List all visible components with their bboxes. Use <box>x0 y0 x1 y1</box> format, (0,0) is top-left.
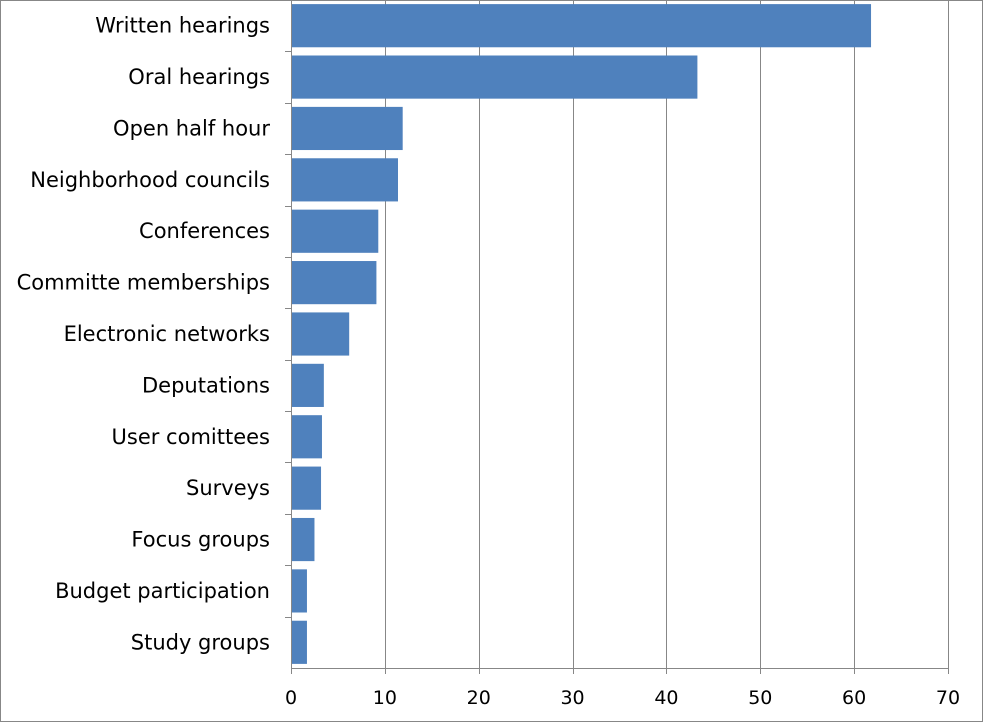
category-label: Written hearings <box>95 14 270 38</box>
category-label: User comittees <box>112 425 270 449</box>
category-label: Neighborhood councils <box>30 168 270 192</box>
bar-deputations <box>291 363 324 407</box>
x-tick-label: 70 <box>936 687 960 709</box>
x-tick-labels: 0 10 20 30 40 50 60 70 <box>285 687 960 709</box>
bar-written-hearings <box>291 4 872 48</box>
bar-surveys <box>291 466 322 510</box>
x-tick-label: 40 <box>654 687 678 709</box>
bar-study-groups <box>291 620 307 664</box>
bar-oral-hearings <box>291 55 698 99</box>
category-label: Electronic networks <box>64 322 270 346</box>
category-label: Surveys <box>186 476 270 500</box>
category-label: Study groups <box>131 630 270 654</box>
category-label: Focus groups <box>131 528 270 552</box>
x-tick-label: 0 <box>285 687 297 709</box>
gridlines <box>385 0 949 668</box>
category-label: Oral hearings <box>128 65 270 89</box>
bar-electronic-networks <box>291 312 350 356</box>
category-label: Deputations <box>142 373 270 397</box>
bar-neighborhood-councils <box>291 158 398 202</box>
bar-open-half-hour <box>291 106 403 151</box>
x-tick-label: 20 <box>467 687 491 709</box>
category-label: Committe memberships <box>17 271 270 295</box>
category-labels: Written hearings Oral hearings Open half h… <box>17 14 271 655</box>
bars <box>291 4 872 664</box>
bar-conferences <box>291 209 379 253</box>
bar-focus-groups <box>291 517 315 562</box>
bar-user-comittees <box>291 415 322 459</box>
category-label: Budget participation <box>55 579 270 603</box>
bar-budget-participation <box>291 569 307 613</box>
category-label: Conferences <box>139 219 270 243</box>
x-tick-label: 50 <box>748 687 772 709</box>
x-tick-label: 30 <box>560 687 584 709</box>
x-tick-label: 60 <box>842 687 866 709</box>
category-label: Open half hour <box>113 116 270 140</box>
bar-committe-memberships <box>291 261 377 305</box>
x-tick-label: 10 <box>373 687 397 709</box>
axes <box>285 0 949 674</box>
